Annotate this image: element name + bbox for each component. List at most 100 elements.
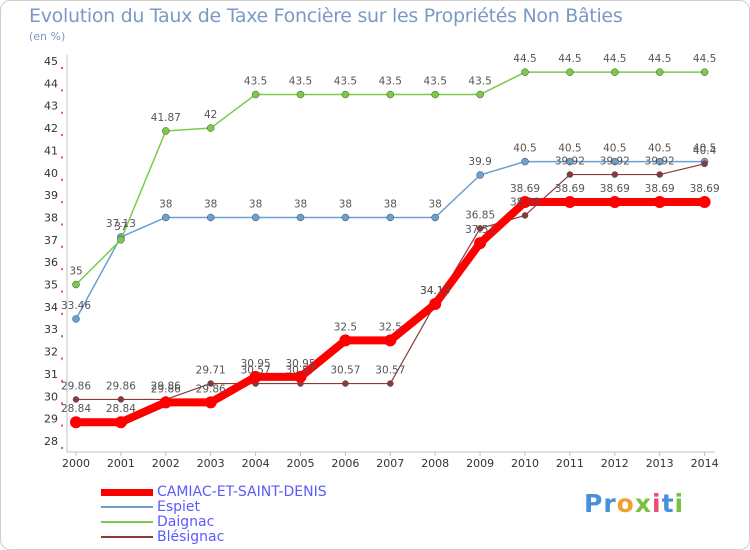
y-tick-label: 34 — [44, 301, 58, 314]
data-label-espiet: 40.5 — [693, 143, 716, 155]
data-label-blesignac: 34.13 — [420, 285, 450, 297]
data-point-espiet — [251, 213, 260, 222]
data-point-daignac — [117, 236, 125, 244]
data-label-espiet: 40.5 — [558, 143, 581, 155]
data-point-camiac-et-saint-denis — [204, 396, 217, 409]
data-label-camiac-et-saint-denis: 30.95 — [241, 358, 271, 370]
y-tick-label: 32 — [44, 346, 58, 359]
data-label-camiac-et-saint-denis: 30.95 — [285, 358, 315, 370]
data-label-espiet: 38 — [294, 198, 307, 210]
data-label-blesignac: 39.92 — [645, 156, 675, 168]
data-point-daignac — [431, 90, 439, 99]
data-point-blesignac — [656, 171, 663, 178]
data-label-daignac: 43.5 — [379, 76, 402, 88]
data-point-espiet — [296, 213, 305, 222]
legend-label: Daignac — [157, 514, 215, 530]
data-point-blesignac — [611, 171, 619, 178]
data-point-espiet — [655, 157, 664, 166]
data-label-daignac: 35 — [69, 266, 82, 278]
x-tick-label: 2005 — [287, 457, 315, 470]
legend-swatch — [101, 536, 153, 538]
x-tick-label: 2006 — [331, 457, 359, 470]
data-point-camiac-et-saint-denis — [653, 196, 666, 209]
data-point-daignac — [655, 68, 664, 76]
data-label-espiet: 40.5 — [648, 143, 671, 155]
data-point-espiet — [206, 213, 215, 222]
legend-label: Espiet — [157, 499, 201, 515]
data-point-blesignac — [701, 160, 708, 168]
data-point-camiac-et-saint-denis — [429, 297, 442, 310]
data-point-blesignac — [521, 212, 529, 219]
legend-item: CAMIAC-ET-SAINT-DENIS — [101, 485, 401, 500]
x-tick-label: 2010 — [511, 457, 539, 470]
data-label-espiet: 39.9 — [468, 156, 491, 168]
data-label-daignac: 44.5 — [648, 53, 671, 65]
data-label-camiac-et-saint-denis: 38.69 — [645, 183, 675, 195]
data-label-daignac: 43.5 — [289, 76, 312, 88]
data-label-blesignac: 29.86 — [106, 380, 136, 392]
data-point-espiet — [341, 213, 350, 222]
data-label-blesignac: 38.09 — [510, 196, 540, 208]
legend-item: Blésignac — [101, 530, 401, 545]
data-label-camiac-et-saint-denis: 38.69 — [555, 183, 585, 195]
data-label-espiet: 38 — [249, 198, 262, 210]
x-tick-label: 2007 — [376, 457, 404, 470]
data-label-blesignac: 39.92 — [600, 156, 630, 168]
data-label-blesignac: 30.57 — [285, 365, 315, 377]
data-point-camiac-et-saint-denis — [114, 416, 127, 429]
x-tick-label: 2011 — [556, 457, 584, 470]
y-tick-label: 29 — [44, 413, 58, 426]
y-tick-label: 41 — [44, 144, 58, 157]
y-tick-label: 45 — [44, 55, 58, 68]
data-point-camiac-et-saint-denis — [339, 334, 352, 347]
data-label-daignac: 37 — [114, 221, 127, 233]
data-point-camiac-et-saint-denis — [608, 196, 621, 209]
data-point-daignac — [206, 124, 215, 132]
legend-item: Espiet — [101, 500, 401, 515]
y-tick-label: 31 — [44, 368, 58, 381]
data-label-espiet: 38 — [339, 198, 352, 210]
y-tick-label: 44 — [44, 77, 58, 90]
data-point-daignac — [162, 127, 170, 135]
y-tick-label: 28 — [44, 435, 58, 448]
x-tick-label: 2008 — [421, 457, 449, 470]
data-label-camiac-et-saint-denis: 34.13 — [420, 285, 450, 297]
data-point-espiet — [386, 213, 395, 222]
data-label-camiac-et-saint-denis: 28.84 — [61, 403, 91, 415]
x-tick-label: 2004 — [242, 457, 270, 470]
legend-item: Daignac — [101, 515, 401, 530]
data-point-daignac — [476, 90, 484, 99]
data-point-blesignac — [566, 171, 574, 178]
data-point-camiac-et-saint-denis — [70, 416, 82, 429]
y-tick-label: 38 — [44, 211, 58, 224]
series-line-daignac — [75, 71, 705, 286]
data-point-daignac — [521, 68, 529, 76]
data-label-blesignac: 29.71 — [196, 365, 226, 377]
data-point-camiac-et-saint-denis — [249, 370, 262, 383]
data-point-espiet — [611, 157, 619, 166]
data-label-blesignac: 29.86 — [151, 380, 181, 392]
data-label-camiac-et-saint-denis: 38.69 — [690, 183, 720, 195]
data-label-camiac-et-saint-denis: 38.69 — [510, 183, 540, 195]
legend-swatch — [101, 506, 153, 508]
data-label-blesignac: 40.4 — [693, 145, 717, 157]
data-point-espiet — [521, 157, 529, 166]
data-label-camiac-et-saint-denis: 28.84 — [106, 403, 136, 415]
data-point-daignac — [251, 90, 260, 99]
chart-title: Evolution du Taux de Taxe Foncière sur l… — [29, 5, 623, 27]
y-tick-label: 35 — [44, 279, 58, 292]
data-label-camiac-et-saint-denis: 32.5 — [379, 321, 402, 333]
x-tick-label: 2002 — [152, 457, 180, 470]
data-point-camiac-et-saint-denis — [698, 196, 711, 209]
data-point-camiac-et-saint-denis — [384, 334, 397, 347]
data-label-camiac-et-saint-denis: 37.51 — [465, 224, 495, 236]
data-point-camiac-et-saint-denis — [474, 237, 487, 250]
data-label-daignac: 43.5 — [334, 76, 357, 88]
legend-swatch — [101, 489, 153, 496]
data-point-blesignac — [342, 380, 349, 387]
proxiti-logo: Proxiti — [584, 489, 685, 518]
y-tick-label: 30 — [44, 390, 58, 403]
x-tick-label: 2001 — [107, 457, 135, 470]
